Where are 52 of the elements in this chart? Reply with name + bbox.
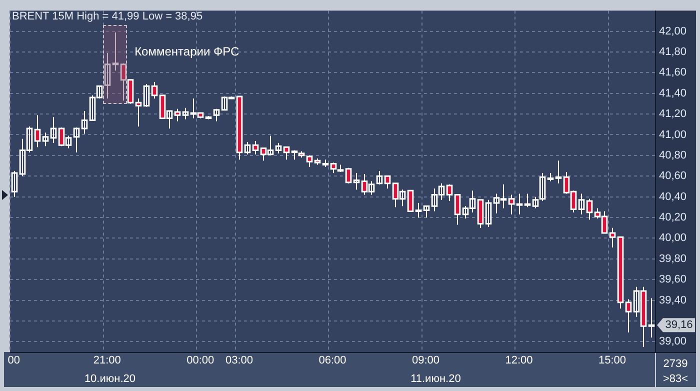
y-tick-label: 41,40 xyxy=(659,87,687,100)
candlestick xyxy=(555,160,562,184)
x-tick-label: 21:00 xyxy=(93,354,121,367)
candlestick xyxy=(485,199,492,228)
candlestick xyxy=(244,141,251,155)
x-tick-label: 09:00 xyxy=(412,354,440,367)
candlestick xyxy=(213,108,220,122)
y-tick-label: 39,00 xyxy=(659,336,687,348)
x-tick-label: 03:00 xyxy=(225,354,254,367)
y-tick-label: 41,60 xyxy=(659,66,687,79)
candlestick xyxy=(423,205,430,218)
candlestick xyxy=(578,193,585,215)
y-tick-label: 41,80 xyxy=(659,46,687,58)
y-tick-label: 39,40 xyxy=(659,294,687,306)
y-tick-label: 42,00 xyxy=(659,25,687,38)
y-tick-label: 40,60 xyxy=(659,170,687,182)
candlestick xyxy=(104,52,111,100)
text: 11.июн.20 xyxy=(410,373,461,386)
chart-title: BRENT 15M High = 41,99 Low = 38,95 xyxy=(12,10,203,23)
y-tick-label: 41,20 xyxy=(659,108,687,120)
candlestick xyxy=(112,32,119,72)
text: 10.июн.20 xyxy=(84,373,136,386)
x-tick-label: 06:00 xyxy=(318,354,346,367)
x-tick-label: 00:00 xyxy=(186,354,214,367)
text: 2739 xyxy=(663,358,688,370)
candlestick xyxy=(516,193,523,215)
candlestick xyxy=(143,84,150,108)
candlestick xyxy=(415,202,422,218)
candlestick xyxy=(11,170,18,198)
x-tick-label: 12:00 xyxy=(505,354,533,367)
y-tick-label: 39,80 xyxy=(659,252,687,265)
candlestick xyxy=(50,116,57,144)
candlestick xyxy=(42,132,49,147)
candlestick xyxy=(376,170,383,185)
candlestick xyxy=(182,107,189,120)
y-tick-label: 41,00 xyxy=(659,128,687,141)
x-tick-label: 00 xyxy=(8,354,20,367)
y-tick-label: 40,80 xyxy=(659,149,687,162)
candlestick xyxy=(275,142,282,154)
y-tick-label: 40,20 xyxy=(659,212,687,224)
text: 39,16 xyxy=(665,319,693,332)
candlestick xyxy=(648,298,655,338)
candlestick xyxy=(73,127,80,153)
candlestick xyxy=(524,193,531,208)
y-tick-label: 40,00 xyxy=(659,232,687,244)
y-tick-label: 40,40 xyxy=(659,190,687,203)
candlestick xyxy=(81,110,88,134)
x-tick-label: 15:00 xyxy=(598,354,626,367)
annotation: Комментарии ФРС xyxy=(134,44,240,58)
text: >83< xyxy=(662,373,688,386)
candlestick xyxy=(353,172,360,190)
y-tick-label: 39,60 xyxy=(659,274,687,286)
